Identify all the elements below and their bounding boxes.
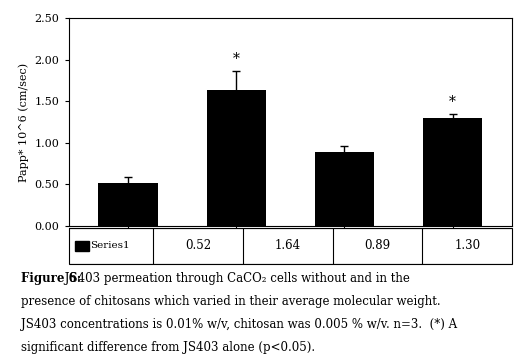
Text: *: * xyxy=(449,95,456,109)
Text: Series1: Series1 xyxy=(90,241,129,250)
Text: 1.64: 1.64 xyxy=(275,239,300,252)
Bar xyxy=(423,118,483,226)
Y-axis label: Papp* 10^6 (cm/sec): Papp* 10^6 (cm/sec) xyxy=(18,62,29,182)
Text: JS403 permeation through CaCO₂ cells without and in the: JS403 permeation through CaCO₂ cells wit… xyxy=(61,272,410,285)
Text: presence of chitosans which varied in their average molecular weight.: presence of chitosans which varied in th… xyxy=(21,295,441,308)
FancyBboxPatch shape xyxy=(69,228,512,264)
Bar xyxy=(98,182,158,226)
Text: 0.89: 0.89 xyxy=(364,239,391,252)
Bar xyxy=(315,152,374,226)
Text: 0.52: 0.52 xyxy=(185,239,211,252)
Bar xyxy=(206,90,266,226)
Bar xyxy=(76,241,89,251)
Text: 1.30: 1.30 xyxy=(454,239,480,252)
Text: significant difference from JS403 alone (p<0.05).: significant difference from JS403 alone … xyxy=(21,341,315,354)
Text: Figure 6:: Figure 6: xyxy=(21,272,81,285)
Text: JS403 concentrations is 0.01% w/v, chitosan was 0.005 % w/v. n=3.  (*) A: JS403 concentrations is 0.01% w/v, chito… xyxy=(21,318,457,331)
Text: *: * xyxy=(233,52,240,66)
